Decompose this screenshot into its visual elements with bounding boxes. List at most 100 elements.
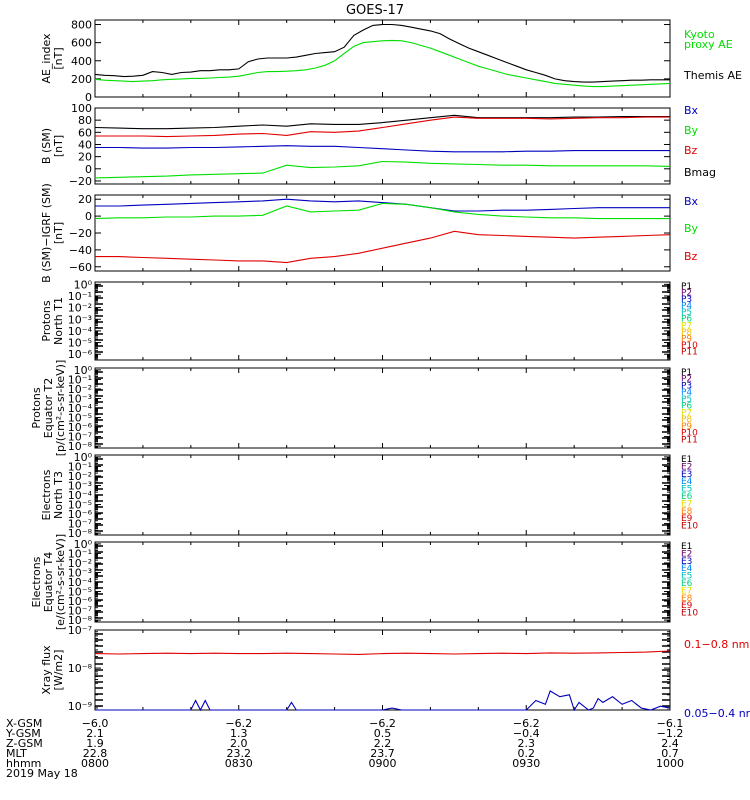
ephemeris-value: 1.3 [230,727,248,740]
legend: 0.1−0.8 nm 0.05−0.4 nm [684,638,750,720]
ephemeris-value: 0800 [81,757,109,770]
ephemeris-row-name: hhmm [6,757,41,770]
y-axis-label: [nT] [52,222,65,244]
legend-entry: P9 [681,422,692,432]
y-tick-label: 10⁻⁶ [68,348,93,361]
legend-entry: E7 [681,586,692,596]
ephemeris-value: 0.5 [374,727,392,740]
ephemeris-row-name: Z-GSM [6,737,43,750]
ephemeris-value: 0.2 [518,747,536,760]
legend-entry: E3 [681,557,692,567]
ephemeris-value: 2.3 [518,737,536,750]
ephemeris-value: 2.0 [230,737,248,750]
ephemeris-value: 2.2 [374,737,392,750]
date-label: 2019 May 18 [6,767,78,780]
panel-frame [94,454,671,536]
ephemeris-value: −0.4 [513,727,540,740]
ephemeris-row-name: X-GSM [6,717,42,730]
y-tick-label: 10⁻⁴ [68,325,93,338]
ephemeris-value: 22.8 [83,747,108,760]
legend-entry: P9 [681,334,692,344]
legend-entry: P3 [681,295,692,305]
y-tick-label: 10⁻² [68,302,92,315]
panel-frame [94,541,671,623]
legend-entry: E6 [681,492,693,502]
legend-entry: E5 [681,572,692,582]
y-tick-label: 100 [71,102,92,115]
panel-frame [94,629,671,711]
x-axis-table: X-GSM −6.0 −6.2 −6.2 −6.2 −6.1 Y-GSM 2.1 1.3 0.5 −… [5,717,684,770]
y-tick-label: 10⁻³ [68,313,92,326]
y-axis-label: [e/(cm²-s-sr-keV)] [54,534,67,630]
legend-entry: E3 [681,470,692,480]
panel-frame [94,281,671,361]
legend-entry: E2 [681,462,692,472]
y-tick-label: 10⁻⁸ [68,662,93,675]
ephemeris-value: −6.2 [225,717,252,730]
y-tick-label: 0 [85,91,92,104]
y-tick-label: 10⁻⁵ [68,412,92,425]
legend-entry: Bx [684,195,699,208]
legend-entry: E9 [681,514,693,524]
panel-frame [94,194,671,272]
y-tick-label: 10⁻³ [68,566,92,579]
ephemeris-value: 1.9 [86,737,104,750]
legend-entry: E9 [681,601,693,611]
y-tick-label: 10⁻⁷ [68,518,92,531]
legend-entry: E5 [681,485,692,495]
ephemeris-value: 0830 [225,757,253,770]
legend-entry: P11 [681,347,698,357]
legend-entry: P4 [681,302,692,312]
y-tick-label: 10⁻⁴ [68,489,93,502]
y-tick-label: 10⁻⁵ [68,499,92,512]
panel-frame [94,19,671,98]
y-tick-label: 10⁻⁴ [68,402,93,415]
legend-entry: P2 [681,289,692,299]
y-tick-label: 10⁻⁵ [68,337,92,350]
legend-entry: P11 [681,435,698,445]
y-tick-label: −60 [69,261,92,274]
y-tick-label: −20 [69,175,92,188]
ephemeris-value: 23.7 [370,747,395,760]
panel-frame [94,107,671,185]
y-tick-label: 10⁰ [74,451,93,464]
y-axis-label: [nT] [52,135,65,157]
y-tick-label: 20 [78,193,92,206]
y-axis-label: B (SM) [40,128,53,164]
legend-entry: P8 [681,415,692,425]
ephemeris-value: −6.1 [657,717,684,730]
y-tick-label: 10⁻⁶ [68,595,93,608]
y-axis-label: Equator T2 [42,378,55,438]
y-tick-label: 80 [78,114,92,127]
ephemeris-value: 23.2 [227,747,252,760]
series-line-2 [94,39,671,88]
y-tick-label: 800 [71,19,92,32]
ephemeris-value: 2.1 [86,727,104,740]
y-tick-label: 10⁻⁹ [68,700,92,713]
y-tick-label: 10⁻³ [68,479,92,492]
right-edge-ticks [95,285,670,353]
y-tick-label: −40 [69,244,92,257]
series-line-3 [95,145,670,153]
legend-entry: P5 [681,308,692,318]
legend: Bx By Bz [684,195,699,263]
legend-entry: P7 [681,321,692,331]
y-tick-label: 10⁻⁷ [68,624,92,637]
y-tick-label: 10⁻⁸ [68,527,93,540]
y-tick-label: 10⁻⁸ [68,440,93,453]
legend-entry: E8 [681,507,693,517]
legend-entry: E6 [681,579,693,589]
legend-entry: 0.1−0.8 nm [684,638,749,651]
y-tick-label: 40 [78,138,92,151]
right-edge-ticks [95,545,670,619]
legend-entry: E2 [681,549,692,559]
y-tick-label: 400 [71,55,92,68]
legend-entry: Bx [684,104,699,117]
y-axis-label: Protons [40,300,53,341]
legend: Bx By Bz Bmag [684,104,716,179]
